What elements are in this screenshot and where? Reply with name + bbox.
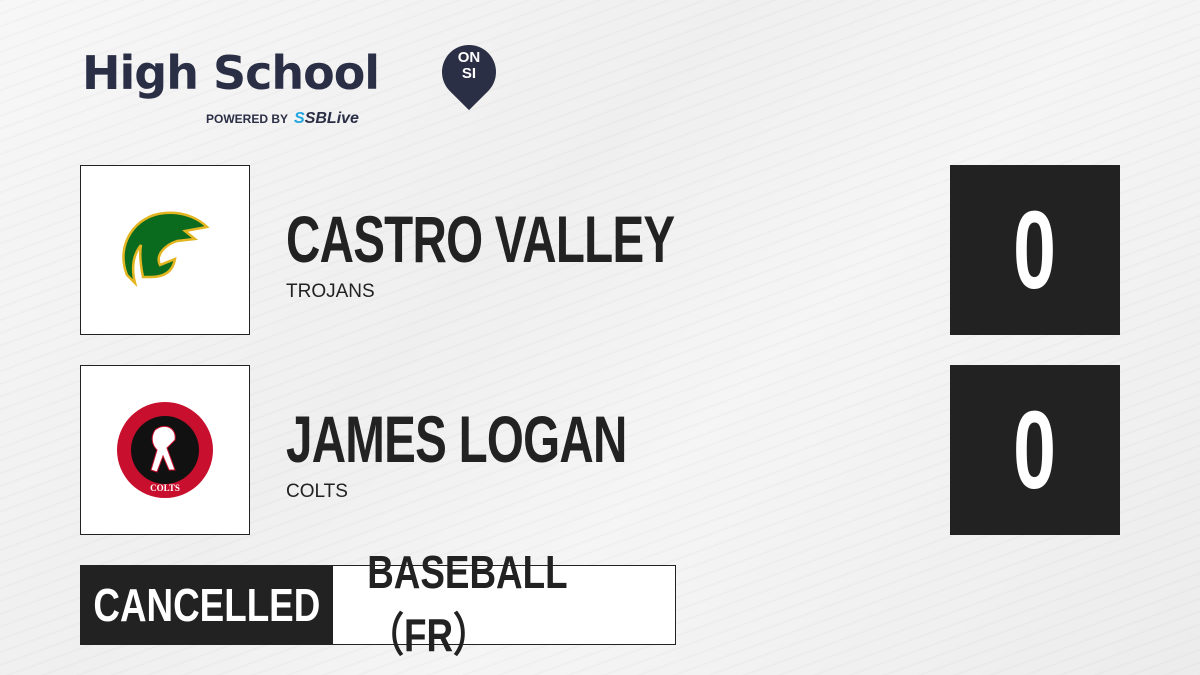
brand-badge: ON SI xyxy=(442,50,496,82)
score-value: 0 xyxy=(1013,188,1057,312)
team-logo-james-logan: COLTS xyxy=(80,365,250,535)
game-sport: BASEBALL（FR） xyxy=(333,546,675,661)
partner-name: SBLive xyxy=(304,110,359,127)
score-value: 0 xyxy=(1013,388,1057,512)
seal-bottom-text: COLTS xyxy=(150,483,180,493)
status-label: CANCELLED xyxy=(93,579,321,631)
game-status-bar: CANCELLED BASEBALL（FR） xyxy=(80,546,676,661)
team-mascot: TROJANS xyxy=(286,281,375,302)
partner-prefix: S xyxy=(294,110,305,127)
team-logo-castro-valley xyxy=(80,165,250,335)
powered-by-label: POWERED BY xyxy=(206,112,289,126)
sport-label: BASEBALL（FR） xyxy=(367,546,568,661)
team-score: 0 xyxy=(950,365,1120,535)
team-row-home: CASTRO VALLEY TROJANS 0 xyxy=(80,165,1120,335)
partner-logo: SSBLive xyxy=(294,110,359,127)
team-row-away: COLTS JAMES LOGAN COLTS 0 xyxy=(80,365,1120,535)
brand-title: High School xyxy=(82,46,380,100)
team-mascot: COLTS xyxy=(286,481,348,502)
badge-bottom: SI xyxy=(461,65,477,82)
badge-top: ON xyxy=(457,49,481,66)
colt-seal-icon: COLTS xyxy=(117,402,213,498)
team-score: 0 xyxy=(950,165,1120,335)
team-name: JAMES LOGAN xyxy=(286,402,627,476)
game-status: CANCELLED xyxy=(81,566,333,644)
powered-by: POWERED BY SSBLive xyxy=(206,110,359,128)
brand-logo: High School xyxy=(82,46,380,100)
team-name: CASTRO VALLEY xyxy=(286,202,675,276)
trojan-helmet-icon xyxy=(122,211,210,288)
